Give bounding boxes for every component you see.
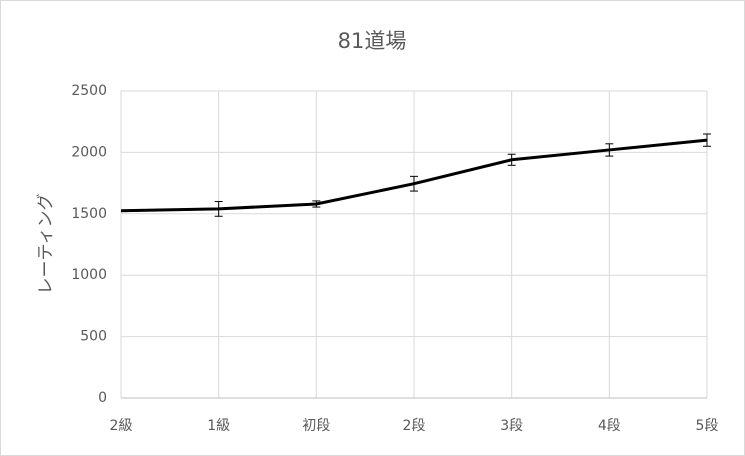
x-tick-label: 3段 <box>500 418 523 434</box>
x-tick-label: 4段 <box>598 418 621 434</box>
x-tick-label: 2級 <box>110 418 133 434</box>
x-tick-label: 初段 <box>302 417 330 434</box>
x-tick-label: 5段 <box>696 418 719 434</box>
y-tick-label: 2500 <box>71 83 107 99</box>
y-tick-label: 1500 <box>71 206 107 222</box>
error-bar <box>507 153 516 166</box>
error-bar <box>703 133 711 147</box>
error-bar <box>605 143 614 157</box>
y-tick-label: 0 <box>98 390 107 406</box>
error-bar <box>410 175 418 192</box>
error-bar <box>312 200 321 208</box>
y-tick-label: 2000 <box>71 144 107 160</box>
error-bar <box>214 201 223 217</box>
x-tick-label: 1級 <box>207 418 230 434</box>
chart-title: 81道場 <box>338 29 407 53</box>
y-axis-label: レーティング <box>36 194 56 295</box>
y-tick-label: 500 <box>80 329 107 345</box>
y-tick-label: 1000 <box>71 267 107 283</box>
x-tick-label: 2段 <box>403 418 426 434</box>
